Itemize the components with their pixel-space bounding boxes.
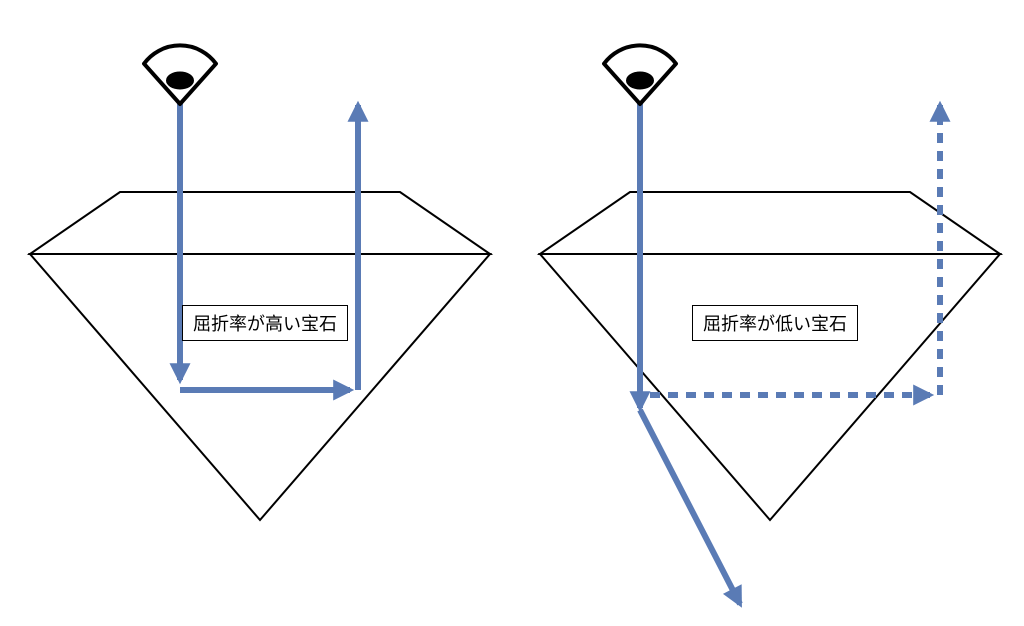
gem-outline-left: [30, 192, 490, 520]
eye-icon: [604, 45, 676, 104]
label-low-refraction: 屈折率が低い宝石: [692, 305, 858, 341]
label-text: 屈折率が低い宝石: [703, 314, 847, 334]
diagram-canvas: 屈折率が高い宝石 屈折率が低い宝石: [0, 0, 1024, 626]
label-high-refraction: 屈折率が高い宝石: [182, 305, 348, 341]
label-text: 屈折率が高い宝石: [193, 314, 337, 334]
gem-outline-right: [540, 192, 1000, 520]
eye-icon: [144, 45, 216, 104]
light-ray-right-3: [640, 410, 740, 604]
diagram-svg: [0, 0, 1024, 626]
